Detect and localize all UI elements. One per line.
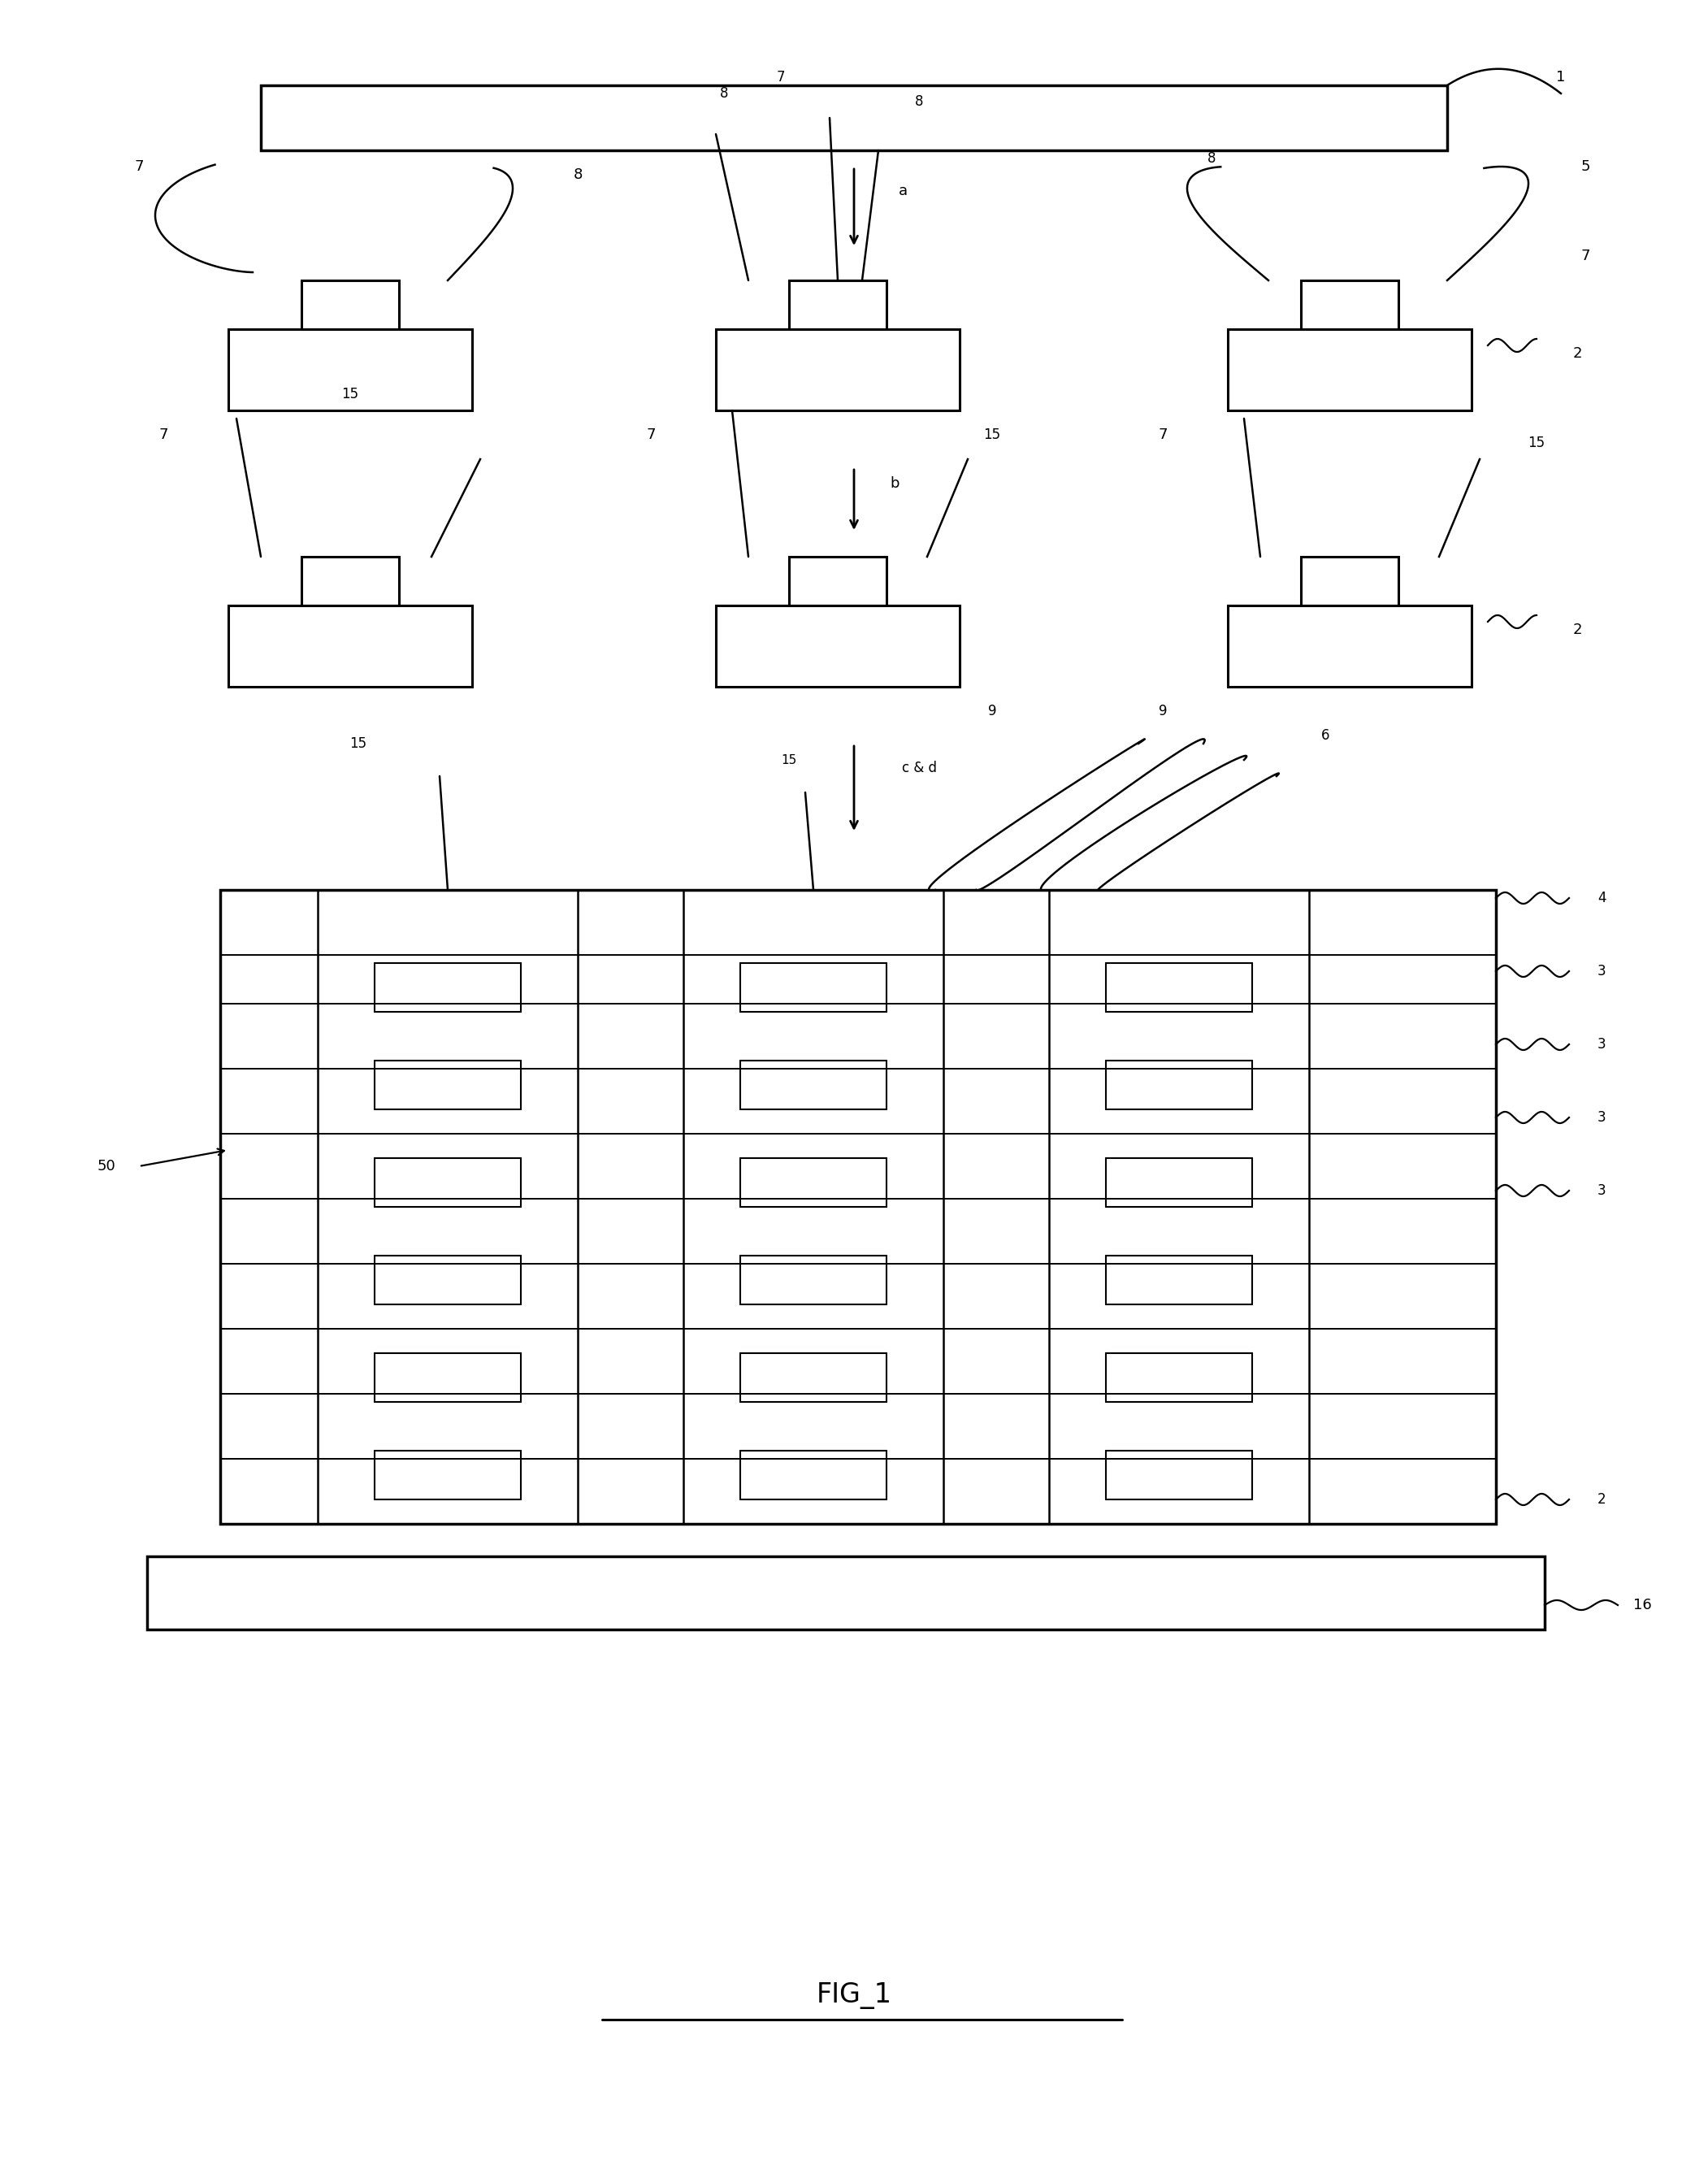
Bar	[789, 280, 886, 328]
Bar	[716, 328, 960, 411]
Text: 9: 9	[987, 704, 996, 717]
Text: 15: 15	[1529, 435, 1546, 450]
Text: 15: 15	[781, 754, 798, 765]
Text: 6: 6	[1320, 728, 1329, 744]
Text: 3: 3	[1597, 963, 1606, 978]
Text: 7: 7	[159, 428, 167, 441]
Bar	[261, 85, 1447, 150]
Text: 9: 9	[1158, 704, 1167, 717]
Text: 3: 3	[1597, 1111, 1606, 1124]
Text: 2: 2	[1573, 346, 1582, 361]
Bar	[229, 328, 471, 411]
Text: 15: 15	[984, 428, 1001, 441]
Text: 1: 1	[1556, 70, 1566, 85]
Bar	[789, 557, 886, 607]
Bar	[1301, 280, 1399, 328]
Bar	[301, 280, 400, 328]
Text: 7: 7	[646, 428, 656, 441]
Bar	[220, 889, 1496, 1524]
Bar	[301, 557, 400, 607]
Text: 8: 8	[719, 87, 728, 100]
Text: 8: 8	[915, 93, 924, 109]
Bar	[716, 607, 960, 687]
Text: 7: 7	[135, 159, 143, 174]
Text: 7: 7	[777, 70, 786, 85]
Text: 50: 50	[97, 1159, 116, 1174]
Text: 3: 3	[1597, 1183, 1606, 1198]
Bar	[1301, 557, 1399, 607]
Text: FIG_1: FIG_1	[816, 1983, 892, 2009]
Text: 7: 7	[1158, 428, 1168, 441]
Text: 15: 15	[342, 387, 359, 402]
Text: 15: 15	[350, 737, 367, 750]
Text: 16: 16	[1633, 1598, 1652, 1613]
Text: b: b	[890, 476, 900, 491]
Text: 4: 4	[1597, 891, 1606, 904]
Text: 2: 2	[1597, 1491, 1606, 1507]
Text: 5: 5	[1580, 159, 1590, 174]
Text: 7: 7	[1580, 248, 1590, 263]
Text: a: a	[898, 183, 907, 198]
Text: 2: 2	[1573, 622, 1582, 637]
Bar	[1228, 607, 1472, 687]
Text: 3: 3	[1597, 1037, 1606, 1052]
Text: c & d: c & d	[902, 761, 936, 776]
Bar	[147, 1557, 1544, 1630]
Bar	[1228, 328, 1472, 411]
Text: 8: 8	[574, 167, 582, 183]
Bar	[229, 607, 471, 687]
Text: 8: 8	[1208, 152, 1216, 165]
